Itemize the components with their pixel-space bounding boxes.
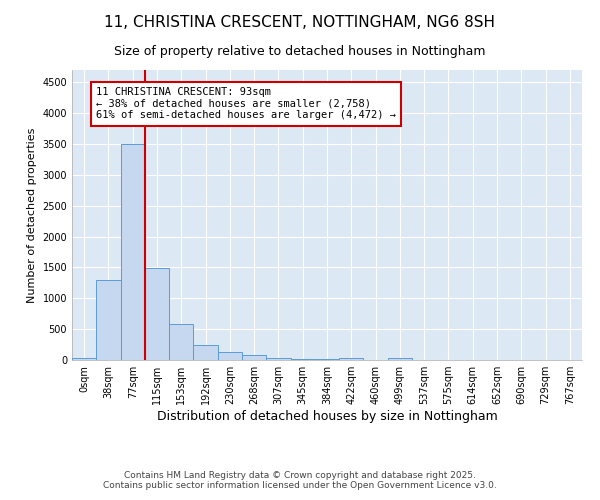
Bar: [339, 358, 364, 360]
Bar: [96, 280, 121, 360]
Bar: [72, 358, 96, 360]
Bar: [145, 268, 169, 360]
Y-axis label: Number of detached properties: Number of detached properties: [27, 128, 37, 302]
Text: 11 CHRISTINA CRESCENT: 93sqm
← 38% of detached houses are smaller (2,758)
61% of: 11 CHRISTINA CRESCENT: 93sqm ← 38% of de…: [96, 88, 396, 120]
Bar: [193, 345, 218, 360]
Bar: [266, 358, 290, 360]
Bar: [218, 352, 242, 360]
Bar: [169, 324, 193, 360]
Text: 11, CHRISTINA CRESCENT, NOTTINGHAM, NG6 8SH: 11, CHRISTINA CRESCENT, NOTTINGHAM, NG6 …: [104, 15, 496, 30]
Bar: [121, 144, 145, 360]
X-axis label: Distribution of detached houses by size in Nottingham: Distribution of detached houses by size …: [157, 410, 497, 423]
Text: Contains HM Land Registry data © Crown copyright and database right 2025.
Contai: Contains HM Land Registry data © Crown c…: [103, 470, 497, 490]
Bar: [242, 355, 266, 360]
Text: Size of property relative to detached houses in Nottingham: Size of property relative to detached ho…: [114, 45, 486, 58]
Bar: [388, 358, 412, 360]
Bar: [290, 359, 315, 360]
